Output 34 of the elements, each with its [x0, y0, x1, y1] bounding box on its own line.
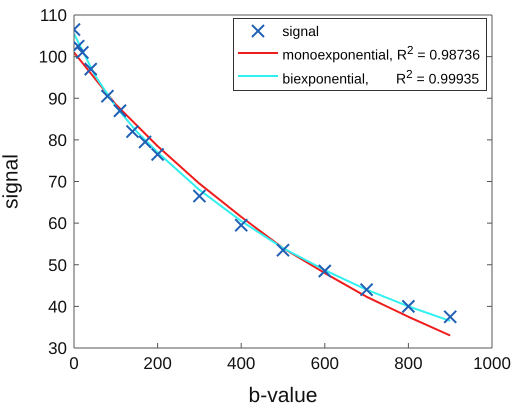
point — [100, 89, 114, 104]
point — [150, 147, 165, 162]
y-tick-label: 110 — [40, 6, 67, 26]
y-tick-label: 30 — [48, 339, 67, 358]
y-tick-label: 40 — [48, 297, 67, 316]
point — [234, 218, 248, 232]
x-tick-label: 1000 — [473, 354, 511, 374]
point — [126, 124, 140, 139]
legend-label: biexponential, R$^{2}$ = 0.99935 — [282, 66, 480, 88]
y-tick-label: 80 — [48, 130, 67, 150]
y-tick-label: 90 — [48, 89, 67, 108]
y-tick-label: 100 — [38, 48, 67, 67]
y-tick-label: 70 — [48, 172, 67, 192]
point — [443, 310, 458, 324]
x-tick-label: 800 — [394, 354, 423, 374]
point — [112, 104, 127, 118]
point — [138, 134, 152, 149]
point — [84, 62, 98, 76]
legend-label: monoexponential, R$^{2}$ = 0.98736 — [282, 43, 480, 65]
point — [75, 45, 90, 60]
point — [318, 264, 332, 278]
point — [401, 299, 416, 314]
y-tick-label: 50 — [48, 256, 67, 275]
y-axis-title: signal — [0, 154, 22, 209]
x-tick-label: 0 — [69, 354, 79, 374]
point — [360, 282, 374, 297]
legend-label: signal — [282, 22, 320, 41]
point — [276, 243, 290, 258]
point — [192, 189, 206, 204]
x-tick-label: 400 — [227, 354, 256, 374]
x-axis-title: b-value — [248, 384, 318, 407]
x-tick-label: 600 — [310, 354, 339, 374]
y-tick-label: 60 — [48, 214, 67, 234]
x-tick-label: 200 — [143, 354, 172, 374]
